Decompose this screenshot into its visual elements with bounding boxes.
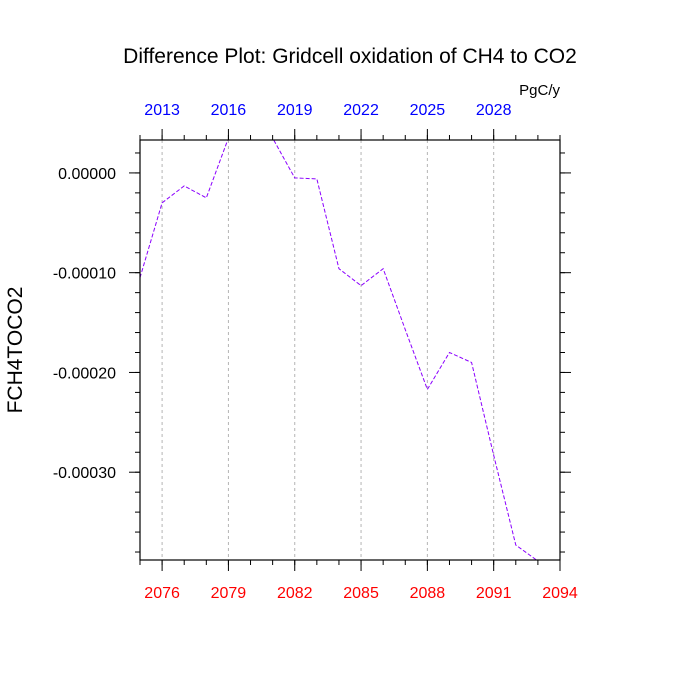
x-top-tick-label: 2019 <box>277 102 313 119</box>
chart-title: Difference Plot: Gridcell oxidation of C… <box>123 45 577 68</box>
y-axis-label: FCH4TOCO2 <box>4 287 27 414</box>
y-tick-label: 0.00000 <box>58 166 116 183</box>
units-label: PgC/y <box>519 82 560 99</box>
series-layer <box>140 140 538 560</box>
axes-layer <box>129 129 571 571</box>
x-top-tick-label: 2025 <box>410 102 446 119</box>
x-tick-label: 2082 <box>277 585 313 602</box>
grid-layer <box>161 140 495 560</box>
plot-frame <box>139 139 561 561</box>
x-top-tick-label: 2016 <box>211 102 247 119</box>
x-top-tick-label: 2028 <box>476 102 512 119</box>
x-tick-label: 2076 <box>144 585 180 602</box>
series-line <box>140 140 538 560</box>
y-tick-label: -0.00020 <box>53 365 116 382</box>
x-top-tick-label: 2022 <box>343 102 379 119</box>
y-tick-label: -0.00010 <box>53 266 116 283</box>
x-tick-label: 2091 <box>476 585 512 602</box>
label-layer: 2076 2079 2082 2085 2088 2091 2094 2013 2016 2019… <box>53 102 578 602</box>
y-tick-label: -0.00030 <box>53 465 116 482</box>
x-top-tick-label: 2013 <box>144 102 180 119</box>
x-tick-label: 2079 <box>211 585 247 602</box>
x-tick-label: 2094 <box>542 585 578 602</box>
x-tick-label: 2088 <box>410 585 446 602</box>
x-tick-label: 2085 <box>343 585 379 602</box>
